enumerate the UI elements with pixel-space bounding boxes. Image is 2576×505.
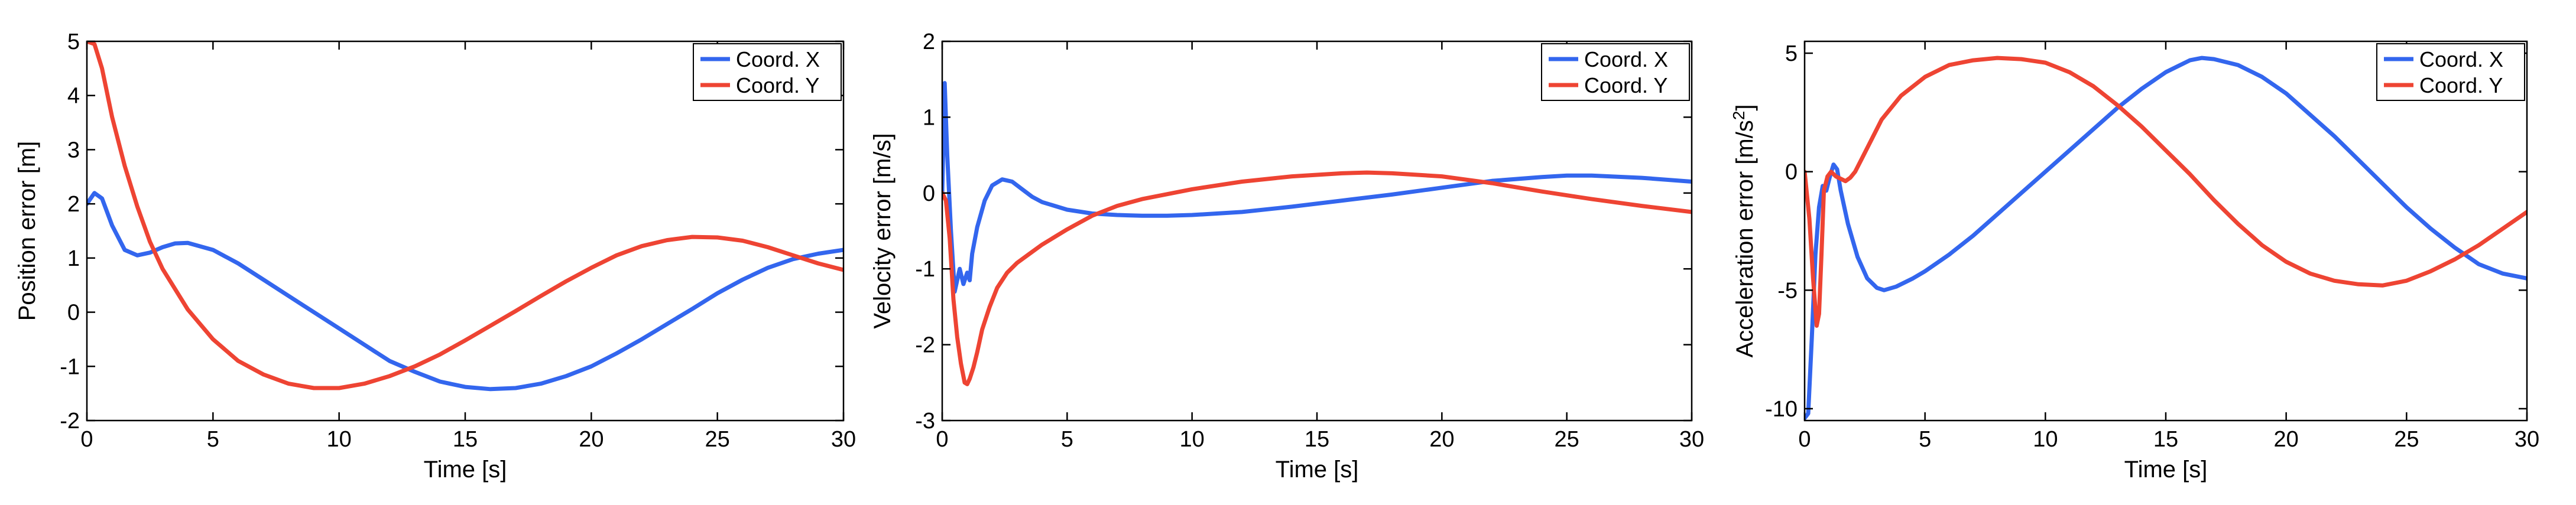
x-tick-label: 20	[1429, 427, 1454, 452]
y-tick-label: -3	[915, 409, 935, 434]
x-tick-label: 15	[1305, 427, 1329, 452]
y-tick-label: 0	[67, 301, 80, 325]
y-tick-label: -1	[915, 257, 935, 282]
y-axis-label-superscript: 2	[1730, 111, 1748, 120]
x-tick-label: 30	[2515, 427, 2539, 452]
x-tick-label: 5	[1919, 427, 1931, 452]
x-tick-label: 30	[831, 427, 856, 452]
y-tick-label: -5	[1777, 278, 1798, 303]
chart-1: 0 5 10 15 20 25 30 -2 -1 0 1 2 3 4 5 Time [s] Position e…	[14, 30, 856, 483]
legend-label-coord-x: Coord. X	[736, 47, 820, 71]
legend-label-coord-y: Coord. Y	[2419, 73, 2503, 97]
y-axis-label: Position error [m]	[14, 141, 40, 321]
x-axis-label: Time [s]	[424, 457, 507, 483]
legend-box	[1541, 43, 1690, 101]
x-tick-label: 10	[1180, 427, 1205, 452]
y-tick-label: -10	[1765, 397, 1798, 422]
x-tick-label: 15	[2153, 427, 2178, 452]
series-line-coord-y	[1805, 56, 2527, 328]
y-tick-label: 5	[1785, 41, 1798, 66]
y-tick-label: 2	[923, 30, 935, 54]
legend-box	[693, 43, 842, 101]
y-tick-label: 4	[67, 84, 80, 109]
y-tick-label: 5	[67, 30, 80, 54]
y-tick-label: -2	[915, 333, 935, 358]
y-tick-label: 0	[923, 181, 935, 206]
legend-label-coord-y: Coord. Y	[736, 73, 819, 97]
series-line-coord-x	[942, 81, 1692, 294]
legend-label-coord-x: Coord. X	[1584, 47, 1668, 71]
series-line-coord-x	[87, 191, 843, 392]
series-group	[87, 41, 843, 392]
x-axis-label: Time [s]	[1276, 457, 1359, 483]
x-tick-label: 5	[1061, 427, 1073, 452]
x-tick-label: 0	[1798, 427, 1811, 452]
series-group	[942, 81, 1692, 386]
y-tick-label: 1	[67, 246, 80, 271]
y-axis-label-text: Acceleration error [m/s	[1732, 120, 1758, 357]
legend-label-coord-x: Coord. X	[2419, 47, 2503, 71]
x-tick-label: 25	[705, 427, 730, 452]
x-tick-label: 20	[2274, 427, 2299, 452]
y-tick-label: -1	[60, 354, 80, 379]
x-tick-label: 0	[80, 427, 93, 452]
chart-3: 0 5 10 15 20 25 30 -10 -5 0 5 Time [s] Acceleration …	[1730, 40, 2539, 483]
y-tick-label: -2	[60, 409, 80, 434]
y-axis-label-text: Position error [m]	[14, 141, 40, 321]
x-tick-label: 10	[2033, 427, 2058, 452]
legend-box	[2376, 43, 2525, 101]
y-tick-label: 0	[1785, 160, 1798, 185]
x-tick-label: 15	[453, 427, 478, 452]
series-group	[1805, 56, 2527, 421]
y-tick-label: 1	[923, 105, 935, 130]
y-tick-label: 3	[67, 138, 80, 162]
x-axis-label: Time [s]	[2124, 457, 2208, 483]
x-tick-label: 10	[327, 427, 352, 452]
chart-2: 0 5 10 15 20 25 30 -3 -2 -1 0 1 2 Time [s] Velocity er…	[870, 30, 1704, 483]
y-axis-label: Acceleration error [m/s2]	[1730, 104, 1758, 357]
x-tick-label: 25	[2394, 427, 2419, 452]
x-tick-label: 0	[936, 427, 948, 452]
y-tick-label: 2	[67, 192, 80, 217]
x-tick-label: 25	[1555, 427, 1579, 452]
series-line-coord-y	[87, 41, 843, 390]
legend-label-coord-y: Coord. Y	[1584, 73, 1667, 97]
x-tick-label: 30	[1679, 427, 1704, 452]
x-tick-label: 20	[579, 427, 604, 452]
y-axis-label: Velocity error [m/s]	[870, 133, 896, 328]
y-axis-label-text: Velocity error [m/s]	[870, 133, 896, 328]
y-axis-label-suffix: ]	[1732, 104, 1758, 110]
x-tick-label: 5	[207, 427, 219, 452]
series-line-coord-y	[942, 170, 1692, 386]
